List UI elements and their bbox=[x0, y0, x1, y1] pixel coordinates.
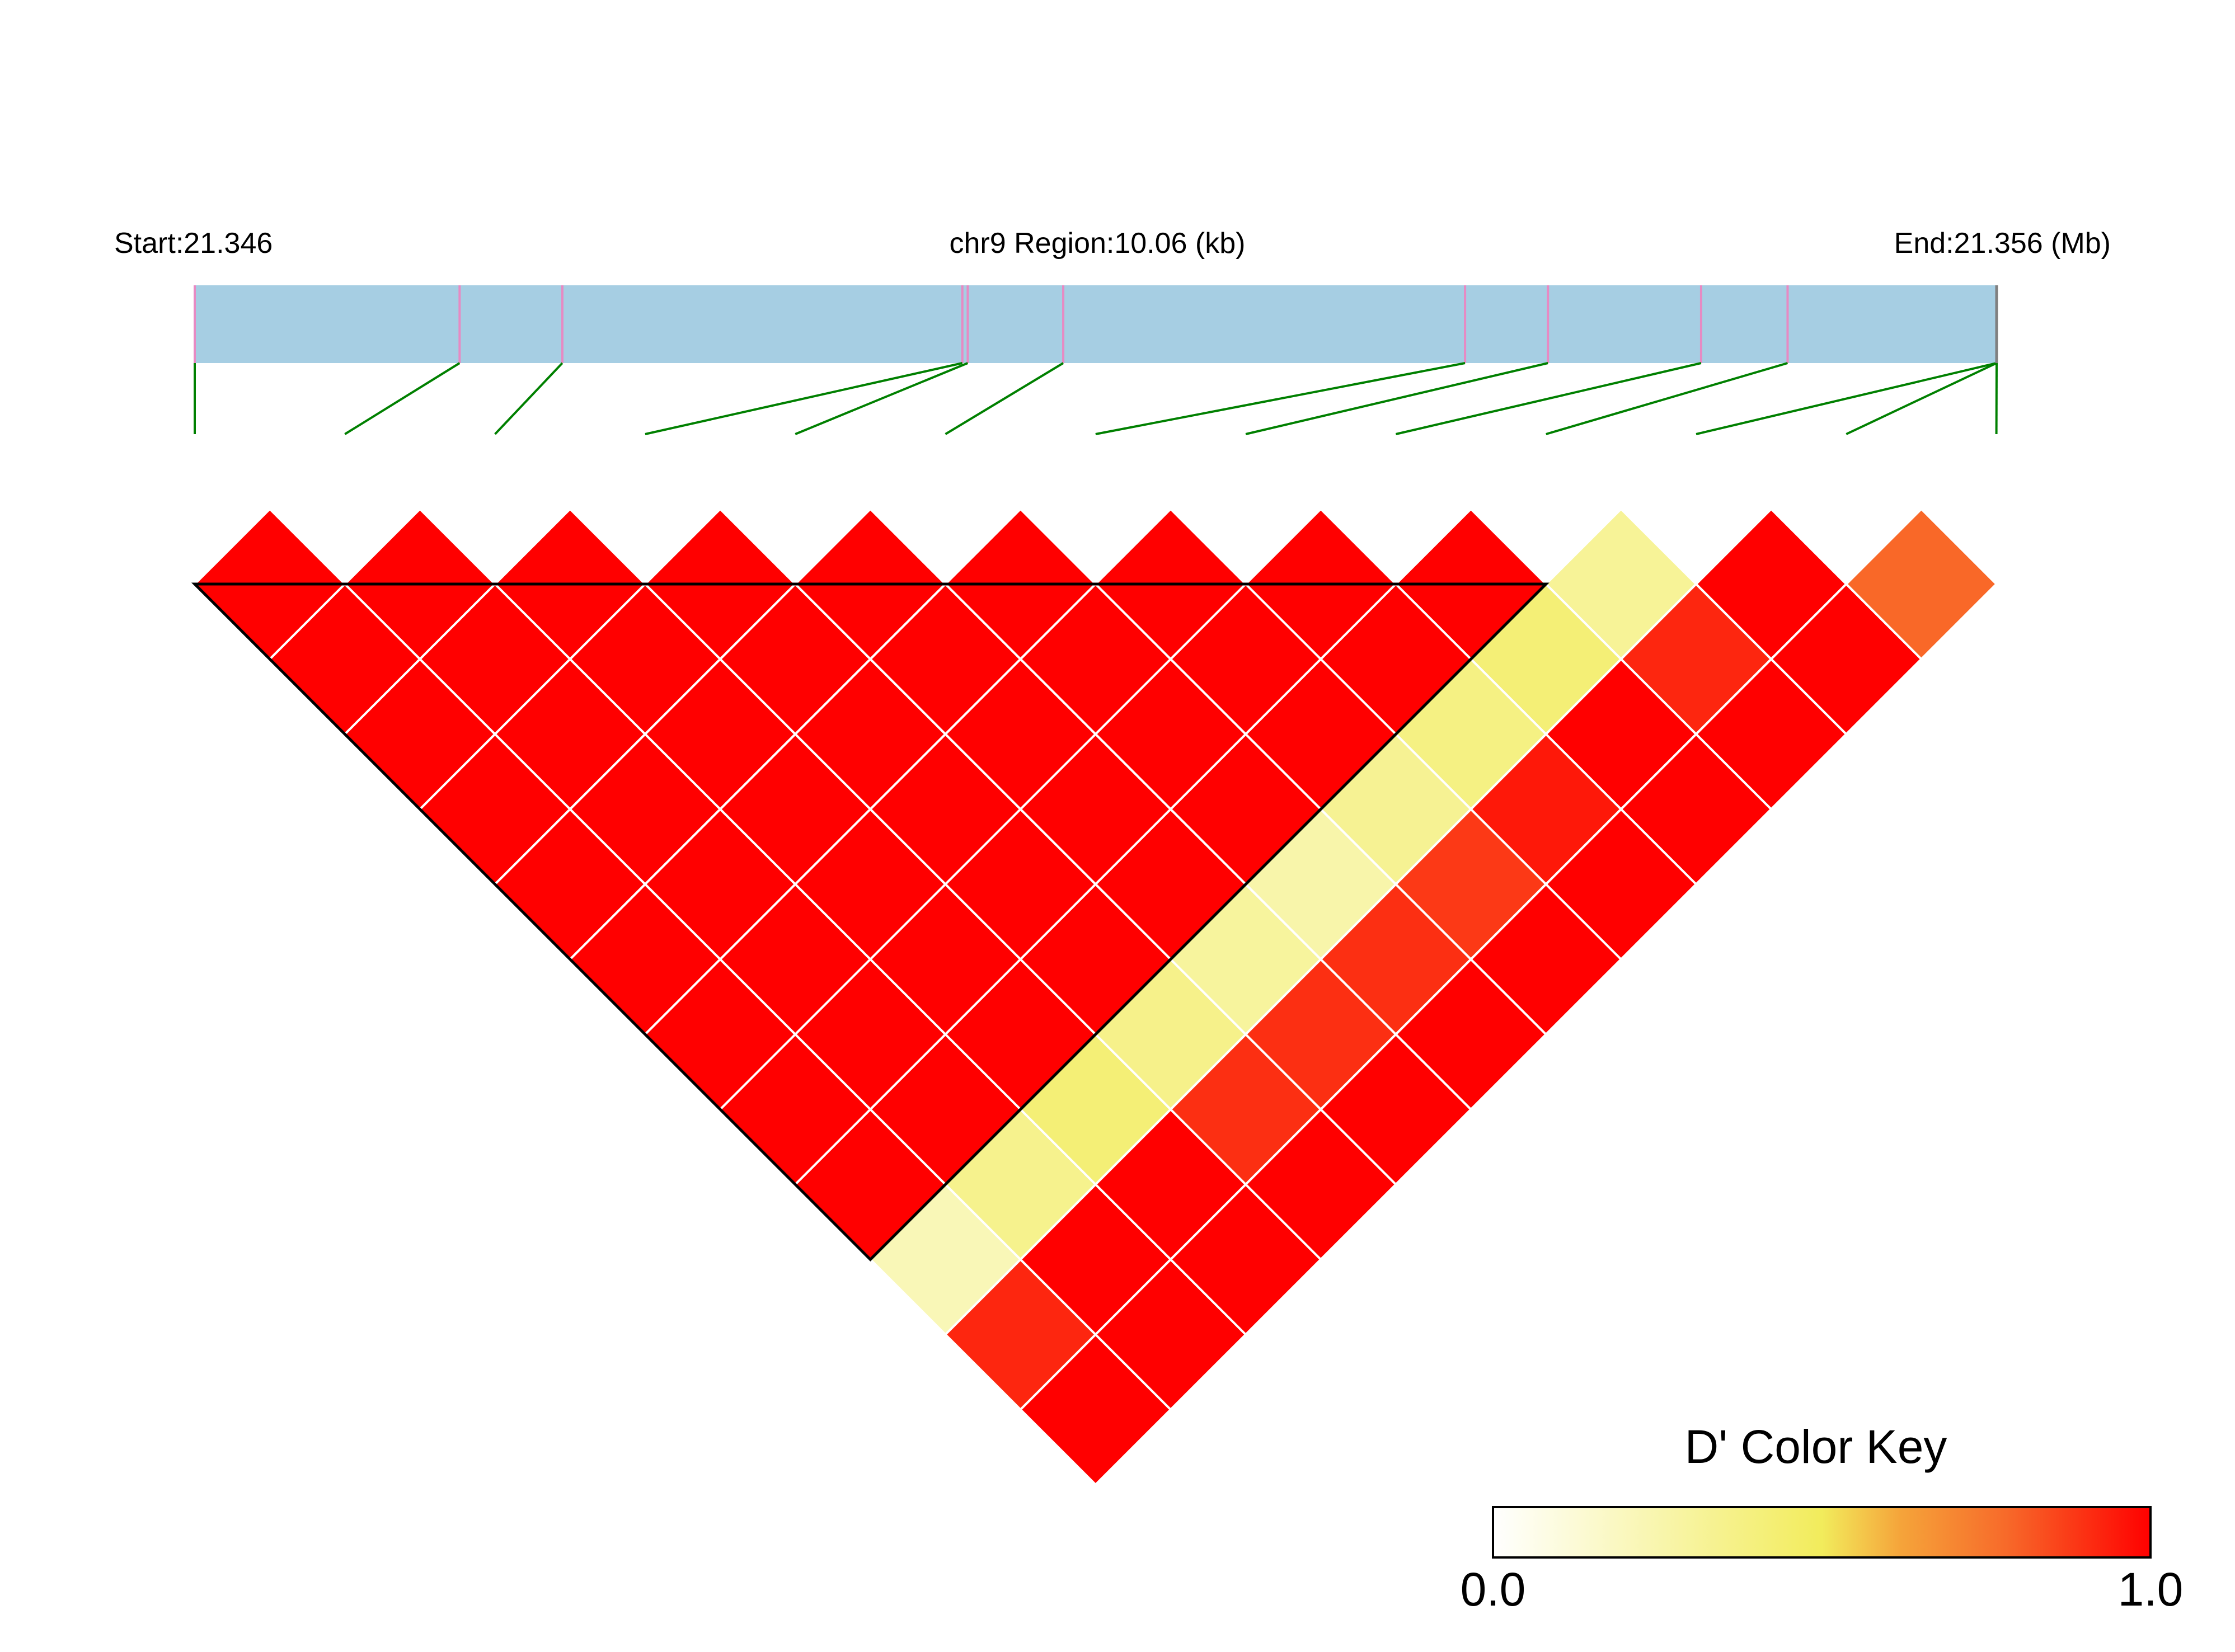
ld-cell-group bbox=[193, 507, 1998, 1486]
region-title-label: chr9 Region:10.06 (kb) bbox=[950, 227, 1246, 260]
snp-connector bbox=[1546, 362, 1788, 435]
snp-connector bbox=[1846, 362, 1997, 435]
snp-connector bbox=[344, 362, 461, 435]
snp-connector bbox=[945, 362, 1064, 435]
ld-cell bbox=[1844, 507, 1998, 661]
snp-connector-lines bbox=[194, 285, 1998, 435]
snp-connector bbox=[645, 362, 963, 435]
ld-block-outlines bbox=[191, 582, 1550, 1262]
color-key-title: D' Color Key bbox=[1685, 1420, 1947, 1473]
ld-block-outline bbox=[191, 582, 1550, 1262]
region-start-label: Start:21.346 bbox=[114, 227, 273, 260]
snp-connector bbox=[1245, 362, 1548, 435]
snp-connector bbox=[1095, 362, 1466, 435]
color-key-min-label: 0.0 bbox=[1461, 1563, 1526, 1616]
color-key-max-label: 1.0 bbox=[2118, 1563, 2184, 1616]
snp-connector bbox=[1395, 362, 1702, 435]
genomic-region-bar bbox=[195, 285, 1997, 363]
snp-connector bbox=[1696, 362, 1997, 435]
region-end-label: End:21.356 (Mb) bbox=[1894, 227, 2111, 260]
snp-connector bbox=[494, 362, 564, 435]
snp-connector bbox=[795, 362, 969, 435]
color-key: D' Color Key 0.0 1.0 bbox=[1461, 1420, 2184, 1616]
color-key-gradient bbox=[1492, 1506, 2152, 1559]
